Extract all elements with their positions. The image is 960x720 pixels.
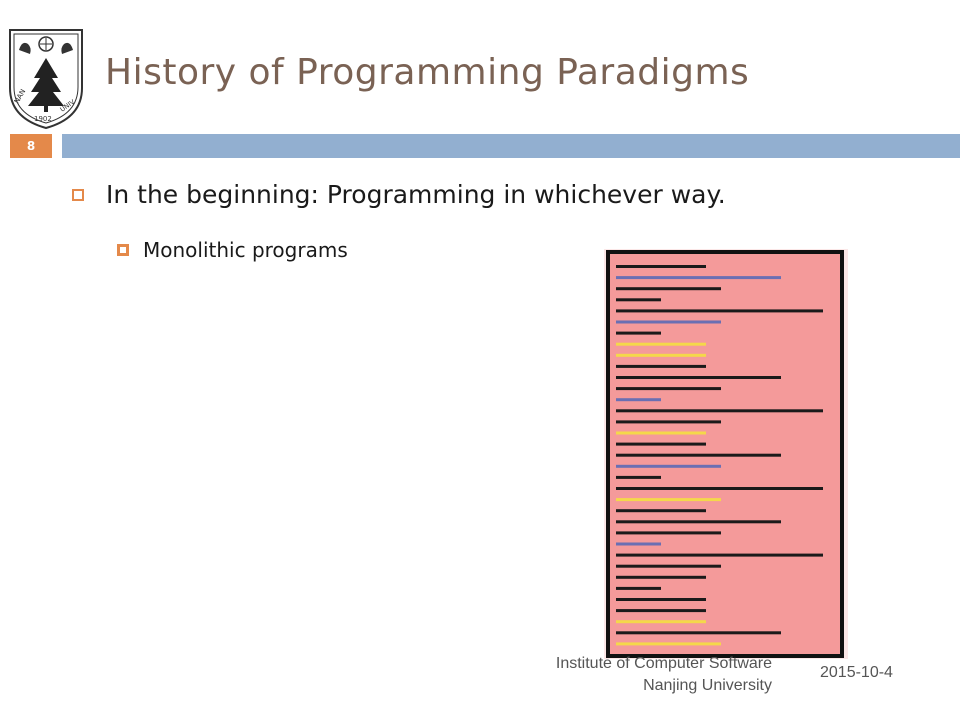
code-line [616, 387, 721, 391]
code-line [616, 642, 721, 646]
slide-number: 8 [10, 134, 52, 158]
filled-square-bullet-icon [117, 244, 129, 256]
code-line [616, 586, 661, 590]
code-line [616, 464, 721, 468]
code-line [616, 431, 706, 435]
code-line [616, 342, 706, 346]
code-line [616, 631, 781, 635]
code-line [616, 364, 706, 368]
code-line [616, 475, 661, 479]
footer-institute-line2: Nanjing University [643, 677, 772, 694]
code-line [616, 564, 721, 568]
code-line [616, 376, 781, 379]
code-line [616, 398, 661, 402]
code-line [616, 265, 706, 268]
code-line [616, 453, 781, 457]
code-line [616, 542, 661, 546]
hollow-square-bullet-icon [72, 188, 84, 201]
bullet-level-2: Monolithic programs [117, 238, 348, 262]
code-line [616, 276, 781, 280]
monolithic-program-illustration [602, 247, 850, 661]
footer-date: 2015-10-4 [820, 664, 893, 681]
slide-title: History of Programming Paradigms [105, 52, 750, 93]
code-line [616, 498, 721, 502]
code-line [616, 509, 706, 513]
code-line [616, 353, 706, 357]
bullet-level-1: In the beginning: Programming in whichev… [72, 180, 726, 209]
code-line [616, 320, 721, 324]
code-line [616, 531, 721, 535]
code-line [616, 520, 781, 524]
header-band [62, 134, 960, 158]
code-line [616, 287, 721, 291]
code-line [616, 609, 706, 613]
code-line [616, 309, 823, 313]
code-line [616, 331, 661, 335]
code-line [616, 598, 706, 601]
code-line [616, 487, 823, 490]
bullet-level-2-text: Monolithic programs [143, 238, 348, 262]
code-line [616, 575, 706, 579]
code-line [616, 409, 823, 413]
bullet-level-1-text: In the beginning: Programming in whichev… [106, 180, 726, 209]
code-line [616, 553, 823, 557]
university-logo: NAN 1902 UNIV [4, 26, 88, 130]
code-line [616, 442, 706, 446]
svg-text:1902: 1902 [34, 115, 52, 123]
code-line [616, 620, 706, 624]
footer-institute: Institute of Computer Software Nanjing U… [470, 653, 772, 697]
code-line [616, 420, 721, 424]
code-line [616, 298, 661, 302]
footer-institute-line1: Institute of Computer Software [555, 655, 772, 672]
